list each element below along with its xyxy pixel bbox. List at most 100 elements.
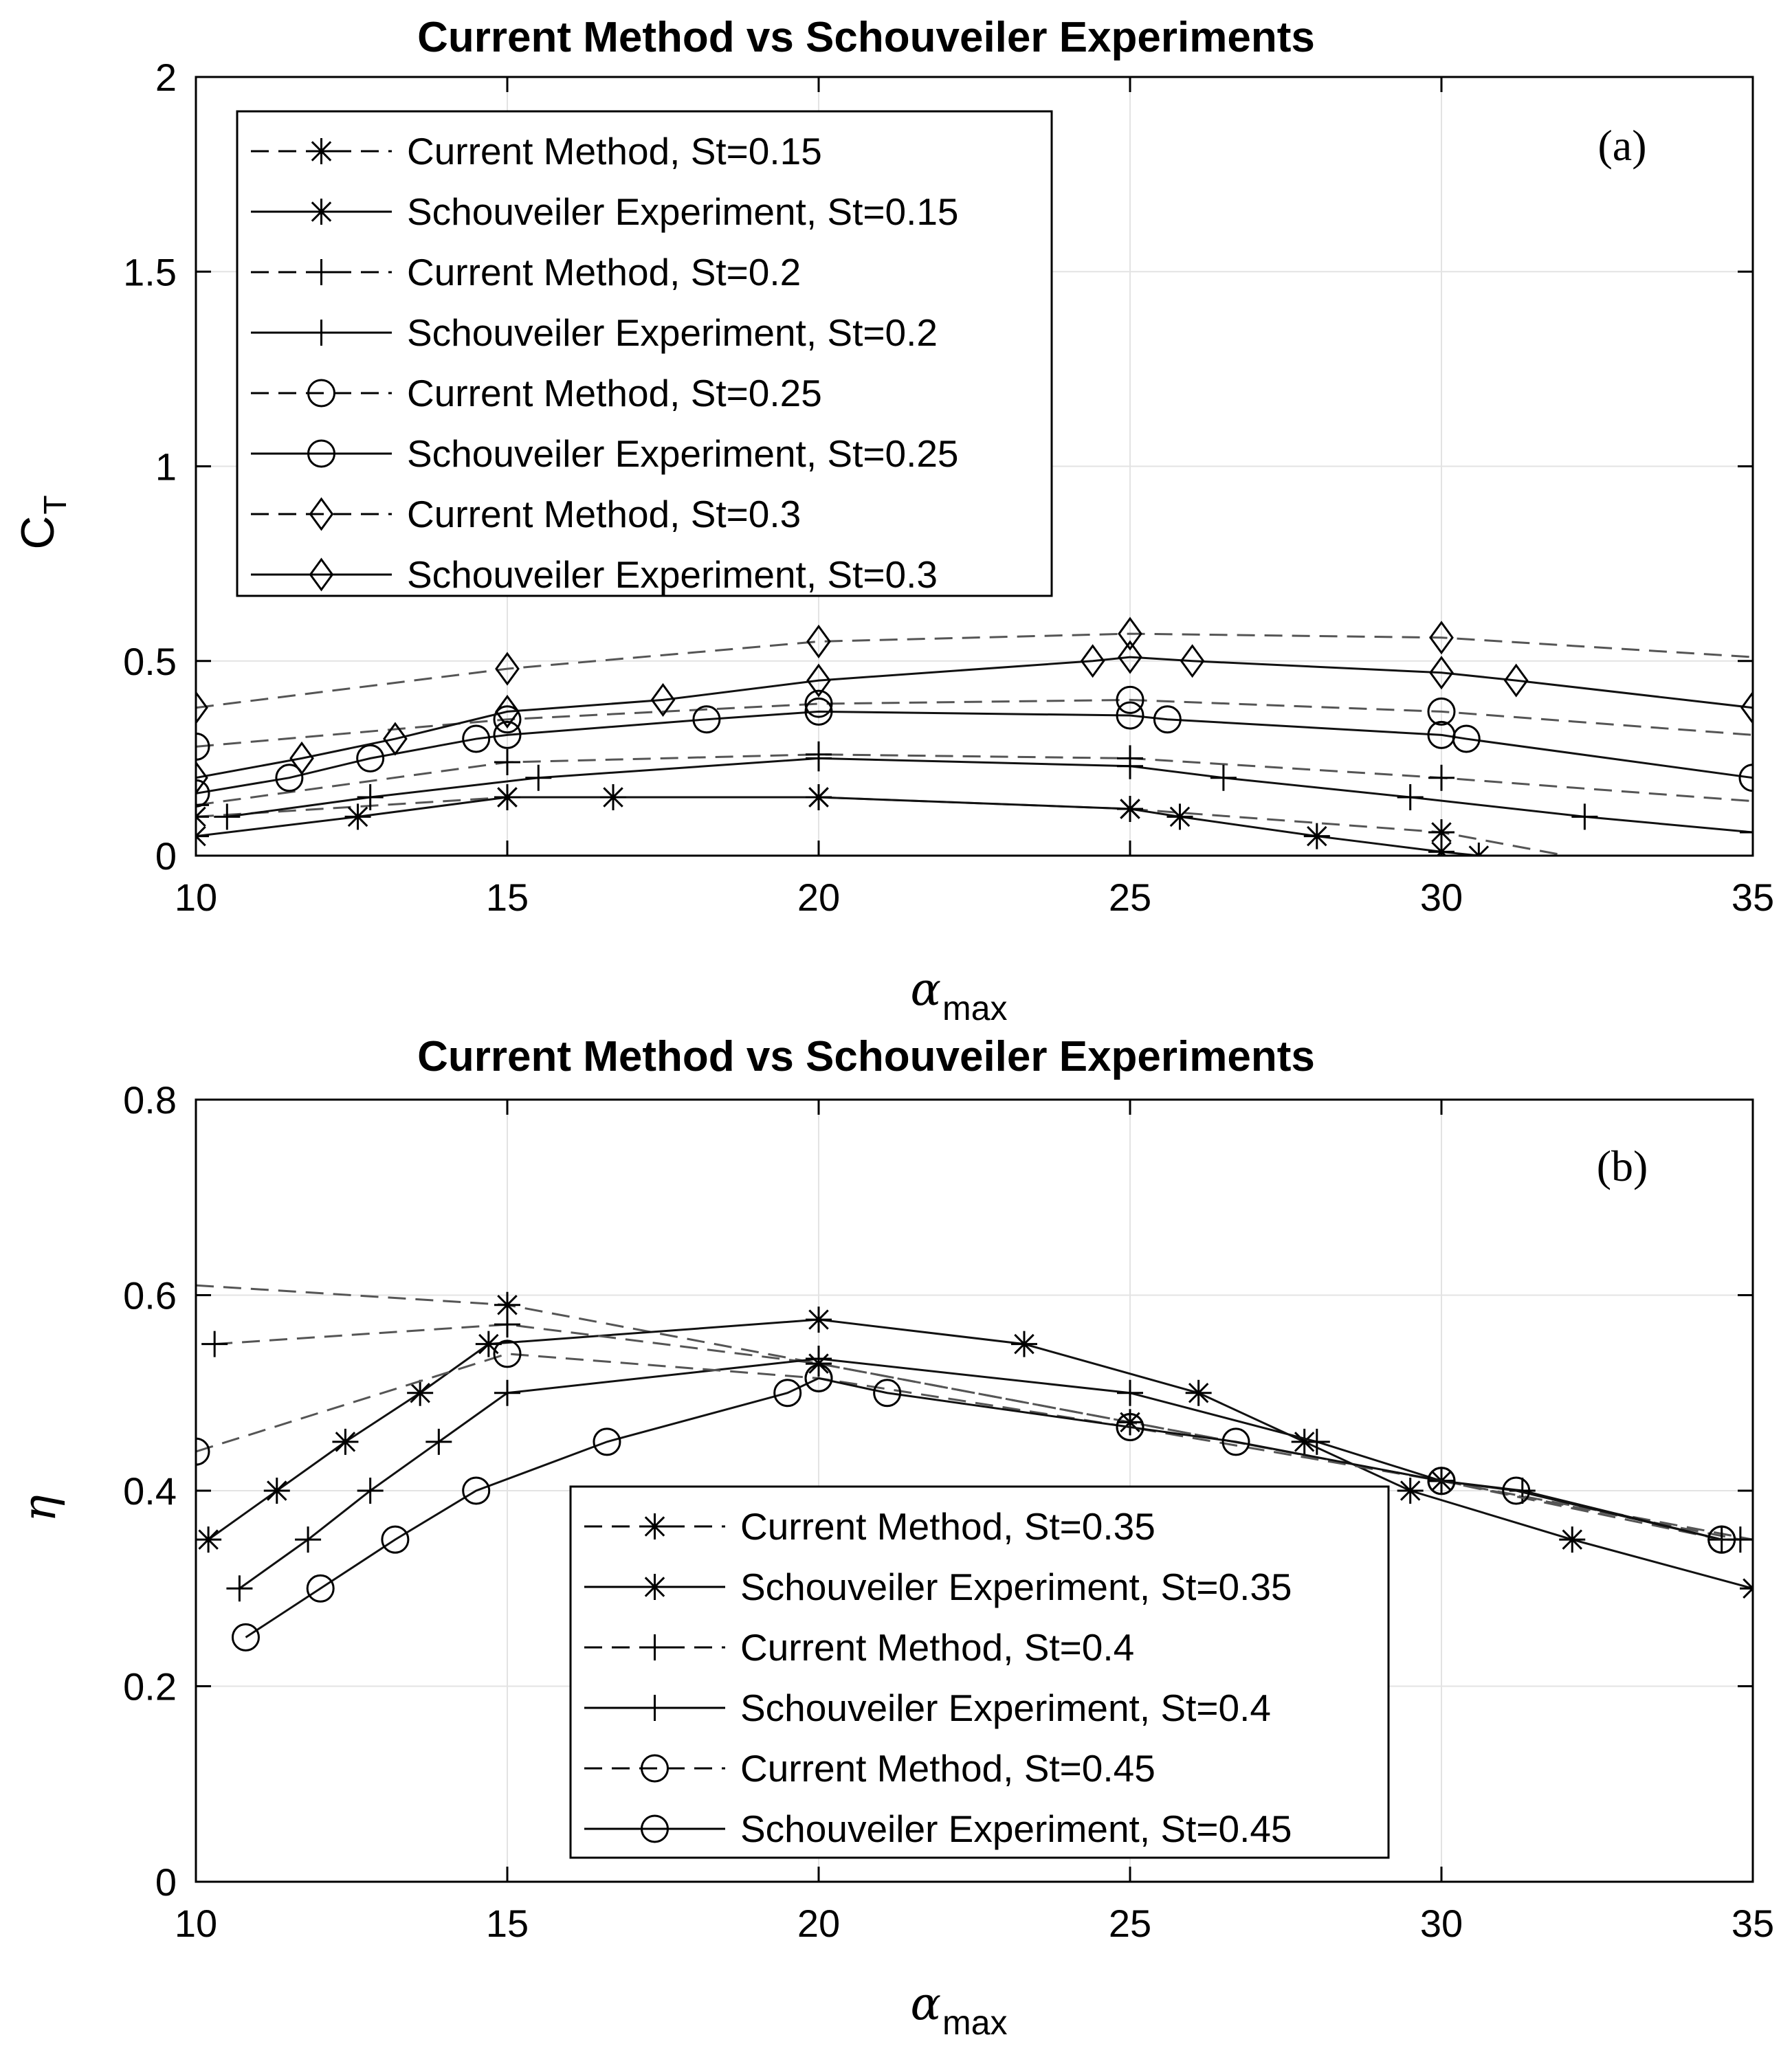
chart-title-b: Current Method vs Schouveiler Experiment… (417, 1033, 1315, 1080)
chart-panel-b: Current Method vs Schouveiler Experiment… (13, 1033, 1774, 2042)
data-point-marker (493, 705, 522, 734)
legend-item: Schouveiler Experiment, St=0.35 (584, 1566, 1292, 1608)
x-axis-label-b: αmax (910, 1977, 1007, 2042)
legend-marker (641, 1814, 669, 1843)
data-point-marker (196, 732, 210, 761)
y-axis-label-b: η (13, 1495, 66, 1522)
series-circle-solid (231, 1364, 1736, 1652)
legend-box (569, 1485, 1390, 1859)
data-point-marker (1080, 644, 1105, 678)
data-point-marker (226, 1575, 253, 1602)
legend-item: Current Method, St=0.3 (251, 493, 801, 535)
data-point-marker (356, 744, 385, 772)
x-tick-label: 10 (175, 1902, 217, 1945)
data-point-marker (593, 1427, 621, 1456)
data-point-marker (804, 697, 833, 726)
data-point-marker (692, 705, 721, 734)
data-point-marker (381, 1525, 410, 1554)
legend-item: Current Method, St=0.15 (251, 130, 822, 173)
data-point-marker (494, 749, 520, 776)
data-point-marker (1740, 819, 1753, 846)
data-point-marker (1118, 640, 1142, 674)
data-point-marker (1221, 1427, 1250, 1456)
data-point-marker (1427, 697, 1456, 726)
y-tick-label: 0.6 (123, 1274, 177, 1317)
y-tick-label: 0.8 (123, 1078, 177, 1122)
data-point-marker (494, 1291, 520, 1318)
series-plus-solid (214, 745, 1753, 846)
legend-marker (641, 1754, 669, 1783)
data-point-marker (1559, 1526, 1586, 1553)
series-line (196, 796, 1479, 856)
legend-label: Current Method, St=0.2 (407, 251, 801, 293)
legend-label: Current Method, St=0.15 (407, 130, 822, 173)
data-point-marker (407, 1379, 434, 1406)
data-point-marker (1117, 753, 1143, 779)
x-tick-label: 15 (486, 1902, 529, 1945)
legend-item: Current Method, St=0.4 (584, 1626, 1134, 1669)
data-point-marker (495, 652, 520, 686)
data-point-marker (804, 1364, 833, 1392)
data-point-marker (1117, 1379, 1143, 1406)
data-point-marker (196, 1526, 222, 1553)
x-tick-label: 20 (797, 1902, 840, 1945)
data-point-marker (1738, 764, 1753, 792)
series-line (196, 1284, 1753, 1541)
data-point-marker (196, 761, 208, 795)
data-point-marker (196, 691, 208, 725)
x-axis-label-a: αmax (910, 963, 1007, 1027)
data-point-marker (196, 1437, 210, 1466)
data-point-marker (383, 722, 408, 756)
data-point-marker (806, 663, 831, 698)
x-tick-label: 20 (797, 876, 840, 919)
y-tick-label: 0 (155, 1860, 177, 1904)
data-point-marker (462, 724, 491, 753)
data-point-marker (425, 1428, 452, 1455)
legend-label: Current Method, St=0.3 (407, 493, 801, 535)
data-point-marker (214, 803, 241, 830)
data-point-marker (196, 792, 209, 819)
series-diamond-solid (196, 640, 1753, 795)
legend-label: Schouveiler Experiment, St=0.35 (740, 1566, 1292, 1608)
legend-item: Schouveiler Experiment, St=0.2 (251, 311, 938, 354)
legend-item: Current Method, St=0.2 (251, 251, 801, 293)
legend-item: Schouveiler Experiment, St=0.15 (251, 190, 959, 233)
data-point-marker (1153, 705, 1182, 734)
data-point-marker (493, 720, 522, 749)
series-line (245, 1377, 1723, 1638)
chart-title-a: Current Method vs Schouveiler Experiment… (417, 14, 1315, 61)
data-point-marker (804, 689, 833, 718)
legend-marker (309, 557, 334, 592)
legend-label: Current Method, St=0.45 (740, 1747, 1155, 1790)
data-point-marker (275, 764, 304, 792)
legend-marker (309, 497, 334, 531)
data-point-marker (493, 1339, 522, 1368)
legend-label: Current Method, St=0.25 (407, 372, 822, 414)
y-tick-label: 0.4 (123, 1469, 177, 1513)
data-point-marker (494, 784, 520, 811)
data-point-marker (1116, 701, 1144, 730)
data-point-marker (357, 784, 384, 811)
legend-label: Schouveiler Experiment, St=0.25 (407, 432, 959, 475)
data-point-marker (806, 784, 832, 811)
data-point-marker (1185, 1379, 1212, 1406)
y-tick-label: 0.5 (123, 640, 177, 683)
data-point-marker (289, 741, 314, 775)
data-point-marker (1118, 616, 1142, 651)
chart-panel-a: Current Method vs Schouveiler Experiment… (12, 14, 1774, 1027)
legend-marker (308, 138, 335, 164)
series-line (196, 753, 1753, 806)
data-point-marker (1429, 656, 1454, 690)
data-point-marker (1166, 803, 1193, 830)
data-point-marker (1210, 764, 1237, 791)
data-point-marker (1740, 691, 1753, 725)
legend-item: Schouveiler Experiment, St=0.4 (584, 1687, 1271, 1729)
x-tick-label: 25 (1109, 876, 1151, 919)
legend-marker (641, 1574, 668, 1600)
data-point-marker (357, 1478, 384, 1504)
data-point-marker (873, 1379, 902, 1408)
data-point-marker (295, 1526, 322, 1553)
data-point-marker (475, 1331, 502, 1357)
data-point-marker (344, 803, 371, 830)
data-point-marker (1117, 796, 1143, 823)
